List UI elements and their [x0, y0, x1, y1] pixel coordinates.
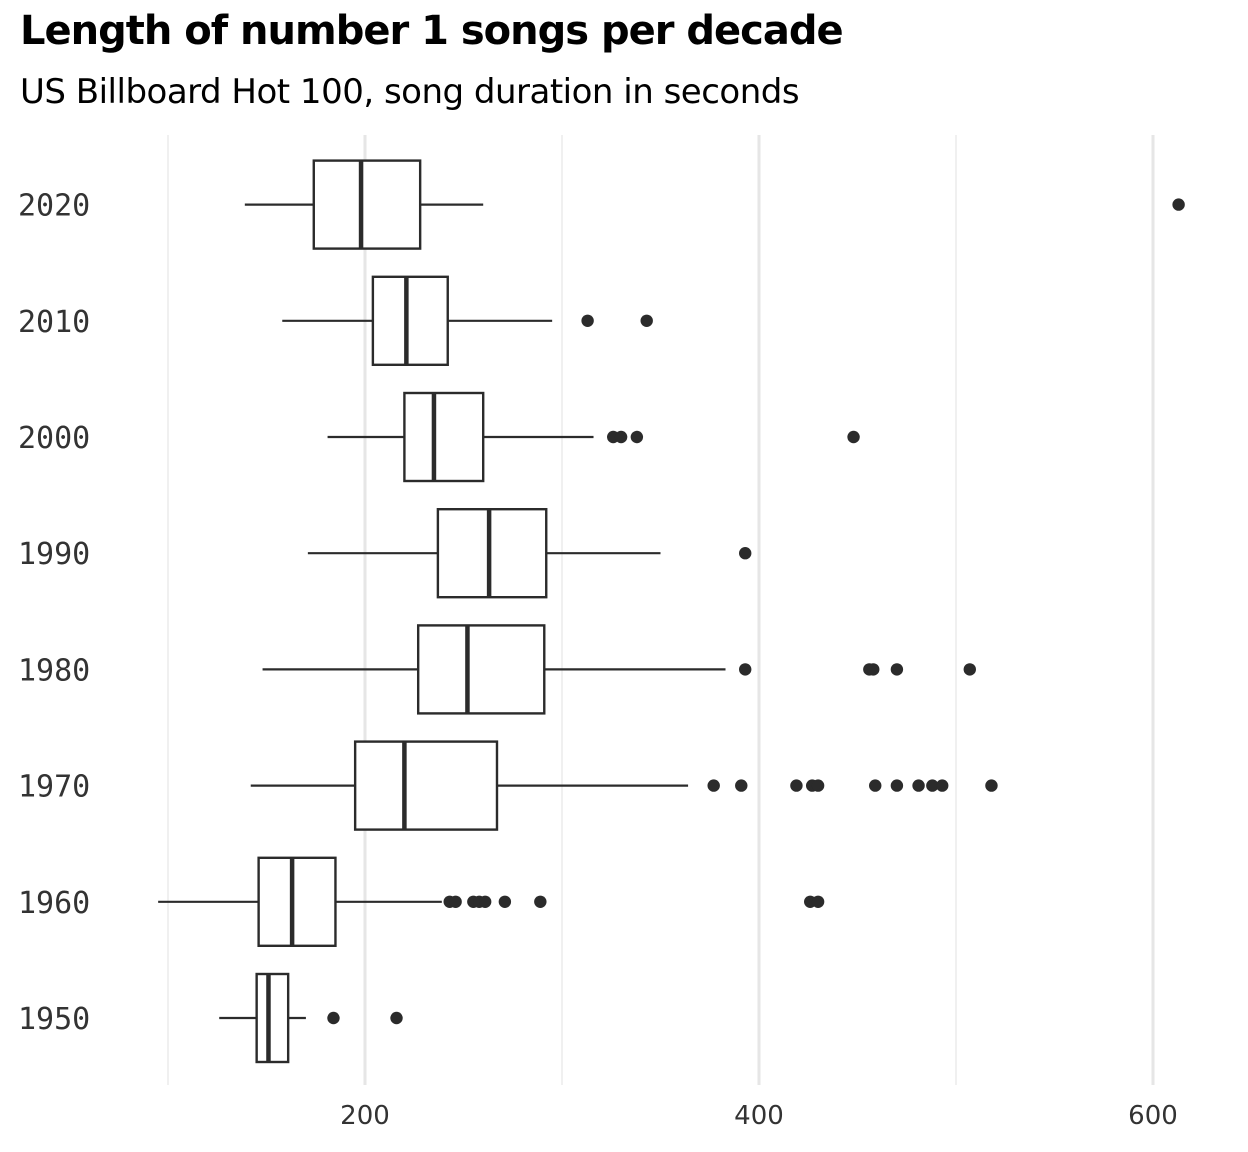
box-1960: [158, 856, 442, 947]
outlier-point: [811, 895, 825, 908]
outlier-point: [847, 430, 860, 444]
y-tick-label: 1970: [18, 770, 90, 805]
box-1990: [307, 508, 661, 599]
iqr-box: [353, 740, 499, 831]
outlier-point: [963, 663, 976, 676]
grid-lines: [167, 135, 1155, 1085]
outlier-point: [739, 663, 752, 676]
iqr-box: [436, 508, 548, 599]
box-2020: [244, 159, 484, 250]
outlier-point: [936, 779, 949, 792]
y-tick-label: 2010: [18, 305, 90, 340]
y-tick-label: 2000: [18, 421, 90, 456]
outlier-point: [449, 895, 462, 908]
x-tick-label: 600: [1128, 1101, 1178, 1131]
outlier-point: [890, 663, 904, 676]
iqr-box: [371, 275, 449, 366]
outlier-point: [614, 430, 628, 444]
y-tick-label: 1960: [18, 886, 90, 921]
outlier-point: [581, 314, 594, 327]
outlier-point: [640, 314, 653, 327]
outlier-point: [327, 1011, 340, 1025]
boxes: [158, 159, 726, 1064]
outlier-point: [478, 895, 492, 908]
outlier-point: [912, 779, 925, 792]
outlier-point: [790, 779, 803, 792]
y-tick-label: 1990: [18, 537, 90, 572]
box-1970: [250, 740, 689, 831]
y-axis: 1950 1960 1970 1980 1990 2000 2010 2020: [18, 189, 90, 1037]
chart-title: Length of number 1 songs per decade: [20, 8, 844, 54]
outlier-point: [390, 1011, 403, 1025]
iqr-box: [255, 972, 290, 1064]
iqr-box: [257, 856, 337, 947]
box-2000: [327, 391, 594, 483]
outlier-point: [534, 895, 547, 908]
outlier-point: [869, 779, 882, 792]
chart-subtitle: US Billboard Hot 100, song duration in s…: [20, 72, 800, 112]
iqr-box: [403, 391, 485, 483]
outlier-point: [867, 663, 880, 676]
x-tick-label: 200: [340, 1101, 390, 1131]
outlier-point: [735, 779, 748, 792]
outlier-point: [1172, 198, 1185, 211]
x-tick-label: 400: [734, 1101, 784, 1131]
outlier-point: [985, 779, 998, 792]
iqr-box: [312, 159, 422, 250]
y-tick-label: 1950: [18, 1002, 90, 1037]
outlier-point: [890, 779, 904, 792]
outlier-point: [926, 779, 939, 792]
outliers: [327, 198, 1185, 1025]
box-1950: [219, 972, 306, 1064]
box-1980: [262, 624, 726, 715]
iqr-box: [416, 624, 546, 715]
y-tick-label: 1980: [18, 653, 90, 688]
outlier-point: [811, 779, 825, 792]
x-axis: 200 400 600: [340, 1101, 1178, 1131]
y-tick-label: 2020: [18, 189, 90, 224]
outlier-point: [630, 430, 644, 444]
outlier-point: [707, 779, 720, 792]
box-2010: [282, 275, 553, 366]
outlier-point: [498, 895, 512, 908]
outlier-point: [739, 547, 752, 560]
